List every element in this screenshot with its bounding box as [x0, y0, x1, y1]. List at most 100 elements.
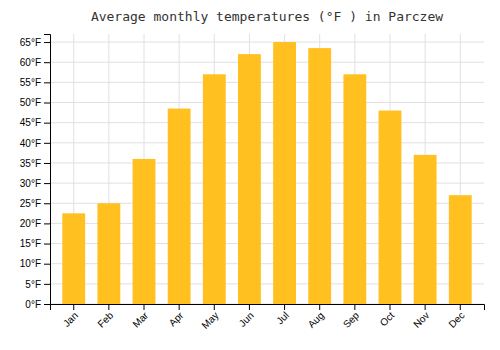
- tick: May: [200, 304, 221, 331]
- axis-line: [51, 305, 485, 311]
- tick-label: 10°F: [20, 258, 41, 269]
- grid-line: [50, 82, 484, 83]
- tick-mark: [44, 123, 50, 124]
- y-axis: 0°F 5°F 10°F 15°F 20°F 25°F 30°F 35°F 40°F 45°F 50…: [20, 35, 51, 310]
- tick: Nov: [411, 304, 431, 330]
- tick-mark: [44, 143, 50, 144]
- tick: Jun: [237, 304, 256, 329]
- tick-label: May: [200, 310, 221, 331]
- tick: Feb: [95, 304, 115, 330]
- tick-label: 5°F: [25, 279, 41, 290]
- tick-label: 65°F: [20, 37, 41, 48]
- bars: [62, 42, 471, 304]
- tick-label: 40°F: [20, 138, 41, 149]
- bar: [238, 54, 261, 304]
- tick-mark: [354, 304, 355, 310]
- bar: [273, 42, 296, 304]
- tick: 45°F: [20, 117, 50, 128]
- title: Average monthly temperatures (°F ) in Pa…: [91, 9, 443, 24]
- tick: 65°F: [20, 37, 50, 48]
- tick: 60°F: [20, 57, 50, 68]
- tick: 5°F: [25, 279, 50, 290]
- tick-mark: [284, 304, 285, 310]
- grid-line: [50, 62, 484, 63]
- page: {"chart_data": {"type": "bar", "title": …: [0, 0, 500, 350]
- tick-mark: [108, 304, 109, 310]
- tick-mark: [389, 304, 390, 310]
- tick-label: Apr: [167, 309, 186, 328]
- tick-mark: [460, 304, 461, 310]
- plot-area: 0°F 5°F 10°F 15°F 20°F 25°F 30°F 35°F 40°F 45°F 50…: [20, 34, 485, 331]
- grid-line: [50, 142, 484, 143]
- bar: [343, 74, 366, 304]
- tick: Jul: [274, 304, 291, 326]
- grid-line: [50, 122, 484, 123]
- bar: [379, 111, 402, 304]
- tick-mark: [425, 304, 426, 310]
- tick-label: 45°F: [20, 117, 41, 128]
- tick-label: Dec: [446, 310, 466, 330]
- bar: [414, 155, 437, 304]
- axis-line: [44, 35, 51, 305]
- tick-label: 25°F: [20, 198, 41, 209]
- tick: 20°F: [20, 218, 50, 229]
- tick-label: 50°F: [20, 97, 41, 108]
- tick-mark: [44, 223, 50, 224]
- tick-mark: [44, 244, 50, 245]
- tick-label: 35°F: [20, 158, 41, 169]
- tick-mark: [44, 163, 50, 164]
- tick-mark: [44, 304, 50, 305]
- tick: 15°F: [20, 238, 50, 249]
- tick-label: Feb: [95, 309, 115, 329]
- bar: [168, 109, 191, 304]
- tick-label: Jul: [274, 310, 291, 327]
- bar: [449, 195, 472, 304]
- tick: 25°F: [20, 198, 50, 209]
- bar: [203, 74, 226, 304]
- tick-mark: [44, 82, 50, 83]
- tick-mark: [44, 284, 50, 285]
- tick: 10°F: [20, 258, 50, 269]
- grid-line: [50, 42, 484, 43]
- grid-line: [50, 102, 484, 103]
- tick: Aug: [306, 304, 326, 330]
- tick: 0°F: [25, 299, 50, 310]
- tick-label: 55°F: [20, 77, 41, 88]
- bar: [62, 213, 85, 304]
- tick: 35°F: [20, 158, 50, 169]
- bar: [97, 203, 120, 304]
- tick-label: Jan: [61, 310, 80, 329]
- bar: [133, 159, 156, 304]
- tick-mark: [44, 42, 50, 43]
- tick-mark: [44, 62, 50, 63]
- grid: [50, 34, 484, 304]
- tick-label: 15°F: [20, 238, 41, 249]
- x-axis: Jan Feb Mar Apr May Jun Jul Aug Sep Oct Nov Dec: [51, 304, 485, 331]
- tick-mark: [179, 304, 180, 310]
- tick-label: Nov: [411, 310, 431, 330]
- tick-label: 60°F: [20, 57, 41, 68]
- tick-mark: [214, 304, 215, 310]
- tick-mark: [144, 304, 145, 310]
- tick: Mar: [130, 304, 150, 330]
- tick: 40°F: [20, 138, 50, 149]
- chart: 0°F 5°F 10°F 15°F 20°F 25°F 30°F 35°F 40°F 45°F 50…: [0, 0, 500, 350]
- tick: Oct: [378, 304, 397, 328]
- tick-mark: [44, 103, 50, 104]
- tick: 50°F: [20, 97, 50, 108]
- tick-label: Jun: [237, 310, 256, 329]
- tick: Apr: [167, 304, 186, 328]
- tick: Sep: [341, 304, 362, 330]
- tick-label: 0°F: [25, 299, 41, 310]
- tick: Jan: [61, 304, 80, 329]
- tick-label: Aug: [306, 310, 326, 330]
- tick-mark: [73, 304, 74, 310]
- bar: [308, 48, 331, 304]
- tick-mark: [319, 304, 320, 310]
- tick: Dec: [446, 304, 466, 330]
- tick-label: Oct: [378, 310, 397, 329]
- tick-label: 30°F: [20, 178, 41, 189]
- tick-mark: [44, 264, 50, 265]
- tick: 55°F: [20, 77, 50, 88]
- tick-mark: [249, 304, 250, 310]
